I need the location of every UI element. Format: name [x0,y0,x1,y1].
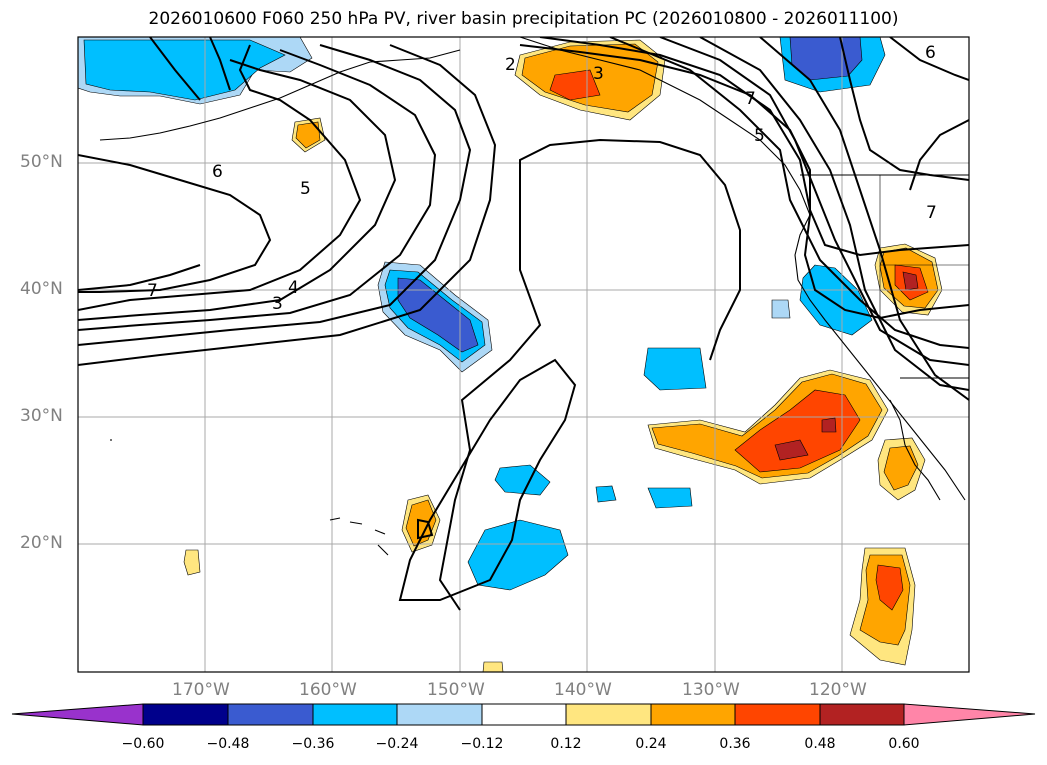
anomaly-neg-mid-3 [595,485,617,503]
map-title: 2026010600 F060 250 hPa PV, river basin … [148,9,899,29]
pv-contour-trough-4 [78,49,437,331]
plot-frame [77,36,970,673]
colorbar-tick: 0.24 [635,736,667,752]
pv-contour-ridge [398,358,577,601]
colorbar-bin [142,703,229,726]
lon-label-160w: 160°W [299,680,357,700]
pv-contour-nw [839,37,969,181]
colorbar-bin [227,703,314,726]
anomaly-neg-mid-2 [494,464,551,496]
colorbar-tick: 0.60 [888,736,920,752]
pv-contour-trough-2 [78,44,362,311]
pv-contour-ne [889,37,969,81]
anomaly-pos-subtropical-peak-2 [821,417,837,433]
pv-contour-sw [78,264,201,291]
pv-contour-east-4 [699,37,969,391]
pv-contour-trough-1 [78,154,272,293]
coast-aleutians [99,49,461,141]
contour-label: 3 [272,294,283,314]
colorbar-tick: −0.12 [460,736,504,752]
colorbar-tick: −0.36 [291,736,335,752]
positive-precip-anomalies [183,39,943,672]
lon-label-150w: 150°W [427,680,485,700]
pv-contour-east-lower [609,37,969,349]
colorbar-bin [650,703,736,726]
colorbar-tick: 0.48 [804,736,836,752]
contour-labels: 2 3 6 5 7 4 3 7 6 5 7 [147,43,937,314]
pv-contour-trough-5 [78,44,472,346]
contour-label: 5 [300,179,311,199]
anomaly-neg-aleutians-core [83,39,286,101]
anomaly-pos-baja-core [883,445,919,491]
contour-label: 7 [147,281,158,301]
pv-contour-far-east [909,119,969,191]
pv-contour-trough-6 [78,44,497,366]
anomaly-neg-mid-1 [643,347,707,391]
plot-area: 2 3 6 5 7 4 3 7 6 5 7 [78,37,969,672]
colorbar-tick: 0.36 [719,736,751,752]
lat-label-40n: 40°N [20,279,63,299]
anomaly-neg-calif [799,264,873,336]
anomaly-pos-small-n-core [295,121,321,149]
anomaly-pos-subtropical-peak [774,439,809,461]
pv-contour-east-3 [659,37,969,366]
contour-label: 7 [745,89,756,109]
pv-contours [78,37,969,611]
colorbar-bin [481,703,567,726]
pv-contour-east-2 [539,37,969,257]
coast-baja [889,399,941,501]
contour-label: 7 [926,203,937,223]
contour-label: 6 [925,43,936,63]
lat-label-50n: 50°N [20,152,63,172]
colorbar-high-extend [903,703,1036,726]
colorbar-bin [734,703,821,726]
anomaly-neg-small-1 [771,299,791,319]
colorbar-bin [819,703,905,726]
anomaly-pos-oregon-peak [902,271,919,291]
contour-label: 4 [288,278,299,298]
anomaly-neg-mid-4 [647,487,693,509]
colorbar-tick: −0.24 [375,736,419,752]
colorbar-tick: −0.48 [206,736,250,752]
pv-contour-nw-2 [149,37,201,101]
graticule [78,37,969,672]
coast-westcoast [794,214,966,501]
colorbar-bin [396,703,483,726]
pv-contour-east-5 [759,37,969,401]
contour-label: 6 [212,162,223,182]
lat-label-20n: 20°N [20,533,63,553]
anomaly-pos-hawaii-core [405,499,437,547]
colorbar-bin [312,703,398,726]
coastlines [99,37,969,556]
colorbar-tick: 0.12 [550,736,582,752]
contour-label: 5 [754,126,765,146]
island-hawaii [329,517,389,556]
lon-label-170w: 170°W [172,680,230,700]
lat-label-30n: 30°N [20,406,63,426]
contour-label: 2 [505,55,516,75]
lon-label-120w: 120°W [809,680,867,700]
coast-alaska [519,37,811,216]
anomaly-pos-subtropical-3 [734,389,861,473]
colorbar-bin [565,703,652,726]
negative-precip-anomalies [78,37,886,591]
anomaly-pos-bottom [482,661,504,672]
pv-contour-nw-3 [209,37,231,91]
colorbar [11,703,1036,726]
pv-contour-central-ridge [438,138,741,611]
anomaly-pos-tiny-w [183,549,201,576]
colorbar-low-extend [11,703,144,726]
lon-label-130w: 130°W [682,680,740,700]
lon-label-140w: 140°W [554,680,612,700]
anomaly-pos-south-peak [875,564,904,611]
colorbar-tick: −0.60 [121,736,165,752]
contour-label: 3 [593,64,604,84]
pv-contour-hawaii-loop [417,518,434,540]
pv-contour-trough-3 [78,59,397,321]
